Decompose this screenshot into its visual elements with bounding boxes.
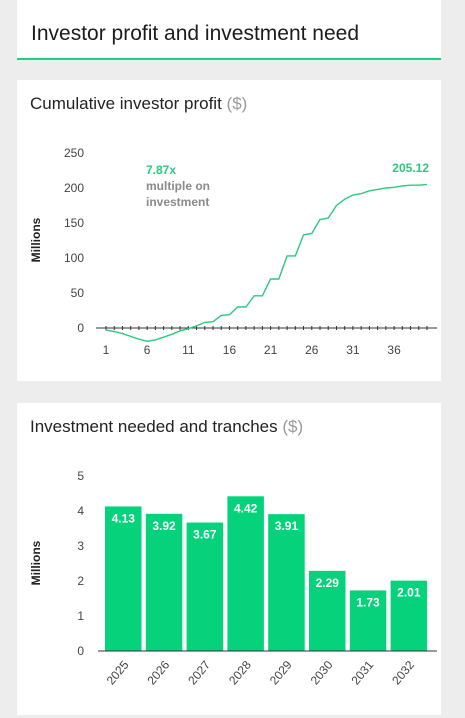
- bar-value-label: 1.73: [356, 595, 380, 609]
- page-title: Investor profit and investment need: [31, 22, 360, 45]
- y-axis-title: Millions: [29, 217, 43, 262]
- x-tick-label: 2026: [144, 658, 172, 688]
- y-tick-label: 100: [64, 251, 84, 265]
- y-tick-label: 3: [77, 539, 84, 553]
- bar-value-label: 3.92: [152, 519, 176, 533]
- y-tick-label: 2: [77, 574, 84, 588]
- bar-value-label: 3.67: [193, 528, 217, 542]
- bar-value-label: 3.91: [275, 519, 299, 533]
- bar-value-label: 2.29: [316, 576, 340, 590]
- tranche-chart-title: Investment needed and tranches ($): [30, 417, 303, 437]
- tranche-chart-title-text: Investment needed and tranches: [30, 417, 278, 436]
- bar-2025: [105, 506, 142, 651]
- bar-2027: [186, 522, 224, 651]
- x-tick-label: 2031: [348, 658, 376, 688]
- bar-2028: [227, 496, 264, 651]
- bar-2030: [309, 570, 346, 651]
- bar-value-label: 4.13: [112, 511, 136, 525]
- tranche-bar-chart: 0 1 2 3 4 5 Millions 4.13 2025 3.92 2026 3.67 2027 4.…: [29, 469, 437, 688]
- y-tick-label: 50: [71, 286, 85, 300]
- x-tick-label: 6: [144, 343, 151, 357]
- profit-series-line: [105, 183, 428, 343]
- y-axis-title: Millions: [29, 540, 43, 585]
- bar-2026: [145, 513, 183, 651]
- y-tick-label: 0: [77, 321, 84, 335]
- x-tick-label: 36: [387, 343, 401, 357]
- x-tick-label: 2029: [267, 658, 295, 688]
- x-tick-label: 26: [305, 343, 319, 357]
- profit-chart-title: Cumulative investor profit ($): [30, 94, 247, 114]
- profit-chart-unit: ($): [226, 94, 248, 113]
- x-tick-label: 2032: [389, 658, 417, 688]
- multiple-text-annotation: multiple on: [146, 179, 210, 193]
- bar-2032: [390, 580, 428, 651]
- x-tick-label: 2028: [226, 658, 254, 688]
- y-tick-label: 150: [64, 216, 84, 230]
- x-tick-label: 2027: [185, 658, 213, 688]
- bar-value-label: 4.42: [234, 501, 258, 515]
- tranche-chart-card: Investment needed and tranches ($) 0 1 2 3 4…: [17, 403, 441, 715]
- y-tick-label: 4: [77, 504, 84, 518]
- x-tick-label: 11: [182, 343, 195, 357]
- multiple-value-annotation: 7.87x: [146, 163, 176, 177]
- x-tick-label: 16: [223, 343, 237, 357]
- profit-chart-title-text: Cumulative investor profit: [30, 94, 222, 113]
- header-panel: Investor profit and investment need: [17, 0, 441, 60]
- y-tick-label: 0: [77, 644, 84, 658]
- y-tick-label: 200: [64, 181, 84, 195]
- bar-value-label: 2.01: [397, 586, 421, 600]
- bar-2029: [268, 514, 305, 651]
- y-tick-label: 250: [64, 146, 84, 160]
- y-tick-label: 1: [77, 609, 84, 623]
- tranche-chart-unit: ($): [282, 417, 304, 436]
- x-tick-label: 1: [103, 343, 110, 357]
- y-tick-label: 5: [77, 469, 84, 483]
- x-tick-label: 31: [346, 343, 360, 357]
- end-value-annotation: 205.12: [392, 161, 429, 175]
- x-tick-label: 21: [264, 343, 278, 357]
- bar-2031: [349, 590, 387, 651]
- x-tick-label: 2025: [104, 658, 132, 688]
- profit-chart-card: Cumulative investor profit ($) 0 50 100 150…: [17, 80, 441, 381]
- x-tick-label: 2030: [308, 658, 336, 688]
- multiple-text-annotation: investment: [146, 195, 209, 209]
